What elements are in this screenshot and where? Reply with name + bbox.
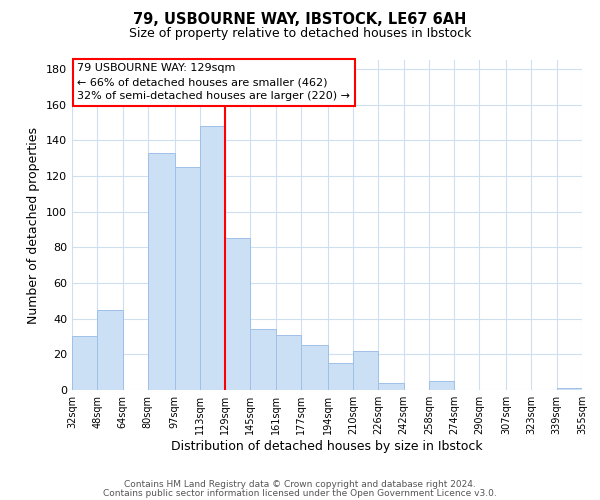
Bar xyxy=(72,336,97,390)
Bar xyxy=(225,238,250,390)
Text: 79 USBOURNE WAY: 129sqm
← 66% of detached houses are smaller (462)
32% of semi-d: 79 USBOURNE WAY: 129sqm ← 66% of detache… xyxy=(77,64,350,102)
Bar xyxy=(301,346,328,390)
Bar xyxy=(250,330,275,390)
Y-axis label: Number of detached properties: Number of detached properties xyxy=(28,126,40,324)
Bar xyxy=(148,153,175,390)
Bar xyxy=(379,383,404,390)
Text: Contains HM Land Registry data © Crown copyright and database right 2024.: Contains HM Land Registry data © Crown c… xyxy=(124,480,476,489)
Bar xyxy=(429,381,454,390)
Bar xyxy=(557,388,582,390)
Bar xyxy=(200,126,225,390)
Bar xyxy=(353,351,379,390)
Bar xyxy=(275,334,301,390)
Text: Size of property relative to detached houses in Ibstock: Size of property relative to detached ho… xyxy=(129,28,471,40)
Text: 79, USBOURNE WAY, IBSTOCK, LE67 6AH: 79, USBOURNE WAY, IBSTOCK, LE67 6AH xyxy=(133,12,467,28)
Bar xyxy=(328,363,353,390)
Text: Contains public sector information licensed under the Open Government Licence v3: Contains public sector information licen… xyxy=(103,488,497,498)
Bar xyxy=(175,167,200,390)
X-axis label: Distribution of detached houses by size in Ibstock: Distribution of detached houses by size … xyxy=(171,440,483,453)
Bar xyxy=(97,310,122,390)
